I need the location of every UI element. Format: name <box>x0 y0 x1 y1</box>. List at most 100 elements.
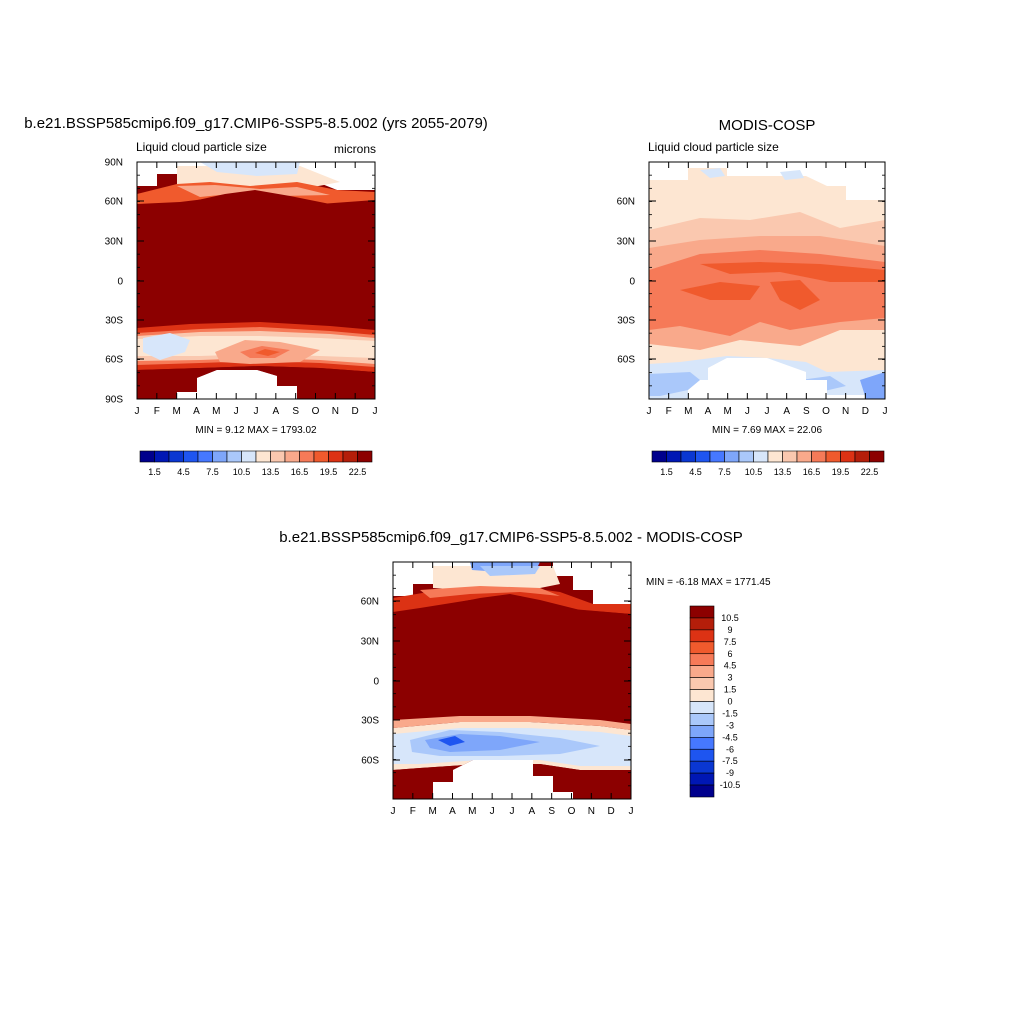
colorbar2-swatch <box>825 450 841 463</box>
colorbar3-swatch <box>689 605 715 619</box>
colorbar2-label: 10.5 <box>745 467 763 477</box>
colorbar2-label: 22.5 <box>861 467 879 477</box>
panel3-xtick-label: M <box>428 806 436 817</box>
colorbar3-label: 6 <box>727 649 732 659</box>
panel2-title: MODIS-COSP <box>719 117 816 134</box>
colorbar1-swatch <box>299 450 315 463</box>
colorbar1-swatch <box>342 450 358 463</box>
colorbar3-swatch <box>689 689 715 702</box>
colorbar2-label: 1.5 <box>660 467 673 477</box>
panel3-xtick-label: A <box>528 806 535 817</box>
colorbar1-swatch <box>154 450 170 463</box>
panel3-xtick-label: S <box>548 806 555 817</box>
panel2-ytick-label: 0 <box>629 277 635 288</box>
panel3-xtick-label: A <box>449 806 456 817</box>
colorbar1-label: 10.5 <box>233 467 251 477</box>
colorbar2-swatch <box>840 450 856 463</box>
panel1-xtick-label: J <box>254 406 259 417</box>
panel3-xtick-label: N <box>588 806 595 817</box>
colorbar1-swatch <box>139 450 155 463</box>
panel3-ytick-label: 60N <box>361 597 379 608</box>
colorbar3-label: -6 <box>726 744 734 754</box>
colorbar1-swatch <box>357 450 373 463</box>
colorbar1-swatch <box>313 450 329 463</box>
colorbar2-swatch <box>854 450 870 463</box>
colorbar3-label: 4.5 <box>724 661 737 671</box>
panel1-ytick-label: 30N <box>105 237 123 248</box>
panel2-field <box>649 162 885 399</box>
colorbar3-swatch <box>689 629 715 643</box>
panel2-xtick-label: J <box>765 406 770 417</box>
colorbar3-label: -7.5 <box>722 756 738 766</box>
colorbar2-label: 13.5 <box>774 467 792 477</box>
colorbar2-swatch <box>869 450 885 463</box>
panel1-ytick-label: 60S <box>105 355 123 366</box>
colorbar3-label: -10.5 <box>720 780 741 790</box>
colorbar3-label: 7.5 <box>724 637 737 647</box>
colorbar3-swatch <box>689 677 715 690</box>
panel1-xtick-label: J <box>135 406 140 417</box>
colorbar1-swatch <box>183 450 199 463</box>
colorbar2-label: 7.5 <box>718 467 731 477</box>
colorbar3-label: 3 <box>727 673 732 683</box>
colorbar2-swatch <box>782 450 798 463</box>
panel1-xtick-label: N <box>332 406 339 417</box>
colorbar3-label: -9 <box>726 768 734 778</box>
panel2-xtick-label: J <box>883 406 888 417</box>
panel1-ytick-label: 90S <box>105 395 123 406</box>
colorbar3-label: 0 <box>727 697 732 707</box>
colorbar1-label: 7.5 <box>206 467 219 477</box>
panel1-ytick-label: 0 <box>117 277 123 288</box>
panel2-xtick-label: O <box>822 406 830 417</box>
panel1-xtick-label: F <box>154 406 160 417</box>
colorbars-group: 1.5 4.5 7.5 10.5 13.5 16.5 19.5 22.5 1.5 4.5 7.5 10… <box>139 450 885 798</box>
panel1-xtick-label: D <box>352 406 359 417</box>
panel2-xtick-label: F <box>666 406 672 417</box>
colorbar2-swatch <box>680 450 696 463</box>
panel3-xtick-label: J <box>490 806 495 817</box>
panel1-xtick-label: A <box>272 406 279 417</box>
panel1-xtick-label: M <box>212 406 220 417</box>
panel1-units: microns <box>334 142 376 156</box>
panel3-xtick-label: O <box>568 806 576 817</box>
panel2-xtick-label: N <box>842 406 849 417</box>
colorbar3-label: -1.5 <box>722 708 738 718</box>
colorbar1-swatch <box>226 450 242 463</box>
colorbar3-label: -4.5 <box>722 732 738 742</box>
colorbar2-swatch <box>724 450 740 463</box>
panel1-ytick-label: 60N <box>105 197 123 208</box>
colorbar3-label: -3 <box>726 720 734 730</box>
panel1-xtick-label: O <box>312 406 320 417</box>
panel2-xtick-label: M <box>684 406 692 417</box>
colorbar2-swatch <box>738 450 754 463</box>
panel3-minmax: MIN = -6.18 MAX = 1771.45 <box>646 577 771 588</box>
panel1-xtick-label: A <box>193 406 200 417</box>
colorbar2-swatch <box>666 450 682 463</box>
colorbar2-swatch <box>709 450 725 463</box>
colorbar1-swatch <box>328 450 344 463</box>
panel1-ytick-label: 30S <box>105 316 123 327</box>
panel3-xtick-label: J <box>510 806 515 817</box>
colorbar1-swatch <box>212 450 228 463</box>
colorbar1-label: 16.5 <box>291 467 309 477</box>
colorbar1-swatch <box>270 450 286 463</box>
colorbar1-label: 1.5 <box>148 467 161 477</box>
panel3-xtick-label: F <box>410 806 416 817</box>
panel2-subtitle: Liquid cloud particle size <box>648 140 779 154</box>
panel2-ytick-label: 60N <box>617 197 635 208</box>
panel2-xtick-label: D <box>862 406 869 417</box>
colorbar1-label: 13.5 <box>262 467 280 477</box>
panel2-xtick-label: J <box>647 406 652 417</box>
panel1-ytick-label: 90N <box>105 158 123 169</box>
colorbar2-swatch <box>767 450 783 463</box>
panel3-xtick-label: D <box>608 806 615 817</box>
colorbar3-swatch <box>689 641 715 655</box>
colorbar2-swatch <box>796 450 812 463</box>
panel1-minmax: MIN = 9.12 MAX = 1793.02 <box>195 425 317 436</box>
panel1-xtick-label: J <box>373 406 378 417</box>
colorbar3-swatch <box>689 784 715 798</box>
panel2-xtick-label: S <box>803 406 810 417</box>
panel2-xtick-label: A <box>783 406 790 417</box>
